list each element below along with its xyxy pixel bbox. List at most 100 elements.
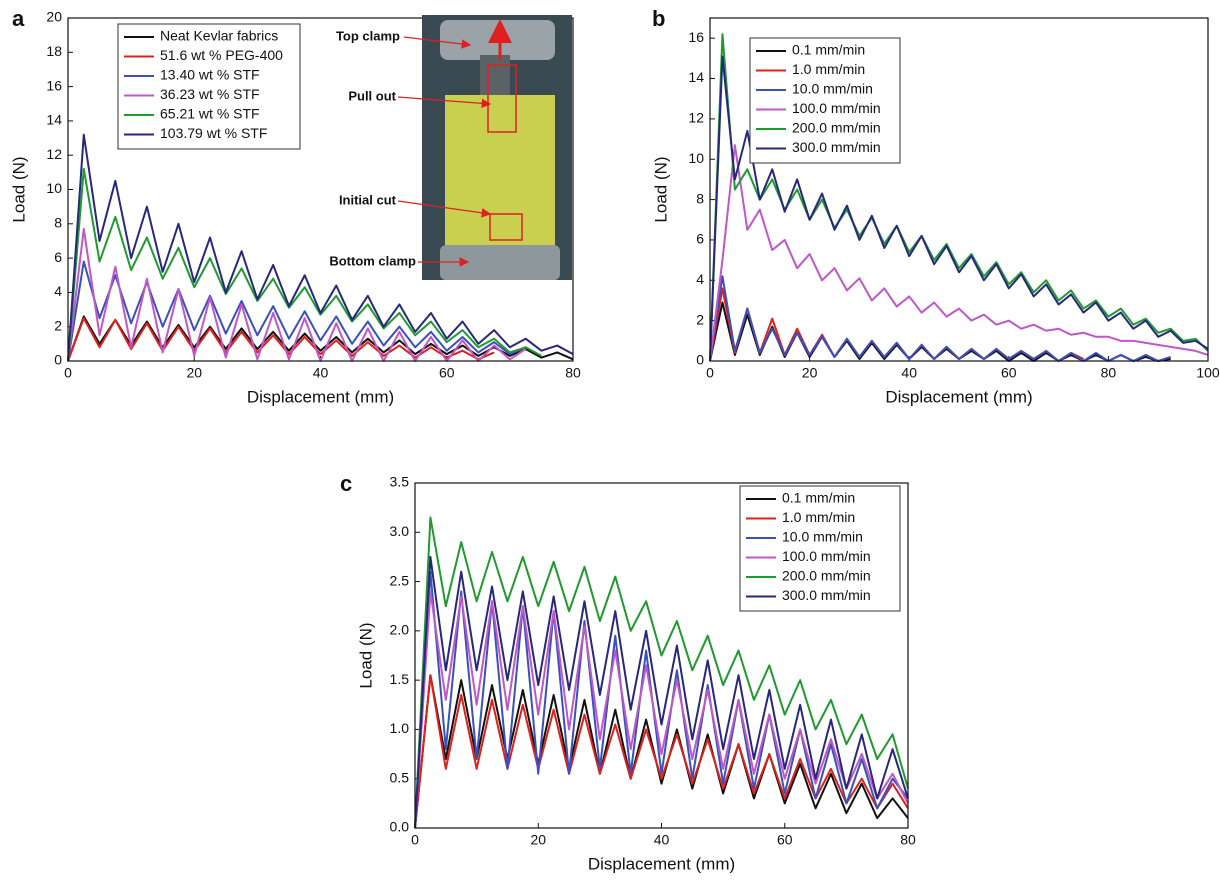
x-tick-label: 20 xyxy=(186,365,202,381)
legend-label: 1.0 mm/min xyxy=(792,61,865,77)
plot-frame xyxy=(414,482,909,829)
series-line xyxy=(414,555,909,829)
x-tick-label: 40 xyxy=(313,365,329,381)
legend-box xyxy=(749,37,901,164)
fabric xyxy=(445,95,555,245)
y-tick-label: 12 xyxy=(688,110,704,126)
legend-label: 10.0 mm/min xyxy=(782,529,863,545)
initial-cut-box xyxy=(489,213,523,241)
y-axis-title: Load (N) xyxy=(651,156,670,222)
y-tick-label: 6 xyxy=(696,231,704,247)
series-line xyxy=(414,674,909,829)
y-tick-label: 20 xyxy=(46,9,62,25)
y-tick-label: 14 xyxy=(46,112,62,128)
series-line xyxy=(709,287,1084,362)
y-axis-title: Load (N) xyxy=(356,622,375,688)
y-tick-label: 2 xyxy=(696,311,704,327)
series-line xyxy=(709,144,1209,362)
x-axis-title: Displacement (mm) xyxy=(247,387,394,406)
panel-label: c xyxy=(340,471,352,496)
y-tick-label: 3.0 xyxy=(390,523,410,539)
legend-label: 13.40 wt % STF xyxy=(160,67,260,83)
y-tick-label: 10 xyxy=(46,180,62,196)
y-tick-label: 0 xyxy=(696,352,704,368)
y-tick-label: 14 xyxy=(688,69,704,85)
y-tick-label: 2.5 xyxy=(390,572,410,588)
plot-frame xyxy=(709,17,1209,362)
x-tick-label: 60 xyxy=(439,365,455,381)
series-line xyxy=(414,570,909,829)
legend-label: 200.0 mm/min xyxy=(792,120,881,136)
y-tick-label: 4 xyxy=(696,271,704,287)
legend-label: 100.0 mm/min xyxy=(792,100,881,116)
panel-label: b xyxy=(652,6,665,31)
series-line xyxy=(414,674,909,829)
legend-label: 0.1 mm/min xyxy=(792,42,865,58)
x-tick-label: 20 xyxy=(530,832,546,848)
y-tick-label: 8 xyxy=(696,190,704,206)
y-axis-title: Load (N) xyxy=(9,156,28,222)
annotation-arrow xyxy=(403,36,472,49)
x-tick-label: 0 xyxy=(64,365,72,381)
legend-label: 1.0 mm/min xyxy=(782,509,855,525)
y-tick-label: 4 xyxy=(54,283,62,299)
legend-label: 36.23 wt % STF xyxy=(160,86,260,102)
x-tick-label: 80 xyxy=(900,832,916,848)
x-tick-label: 80 xyxy=(565,365,581,381)
series-line xyxy=(709,33,1209,362)
legend-label: 51.6 wt % PEG-400 xyxy=(160,47,283,63)
y-tick-label: 3.5 xyxy=(390,474,410,490)
x-axis-title: Displacement (mm) xyxy=(588,854,735,873)
legend-label: 0.1 mm/min xyxy=(782,490,855,506)
clamp-jaw xyxy=(480,55,510,95)
x-tick-label: 60 xyxy=(777,832,793,848)
panel-label: a xyxy=(12,6,25,31)
x-axis-title: Displacement (mm) xyxy=(885,387,1032,406)
x-tick-label: 20 xyxy=(802,365,818,381)
series-line xyxy=(67,133,574,362)
x-tick-label: 0 xyxy=(411,832,419,848)
legend-label: 103.79 wt % STF xyxy=(160,125,267,141)
x-tick-label: 100 xyxy=(1196,365,1220,381)
annotation: Top clamp xyxy=(336,28,400,43)
y-tick-label: 1.0 xyxy=(390,720,410,736)
y-tick-label: 1.5 xyxy=(390,671,410,687)
legend-label: Neat Kevlar fabrics xyxy=(160,28,278,44)
annotation: Initial cut xyxy=(339,192,397,207)
bottom-clamp xyxy=(440,245,560,280)
y-tick-label: 16 xyxy=(46,77,62,93)
annotation-arrow xyxy=(397,96,492,109)
y-tick-label: 0.5 xyxy=(390,769,410,785)
x-tick-label: 0 xyxy=(706,365,714,381)
series-line xyxy=(709,275,1171,362)
series-line xyxy=(67,167,542,362)
legend-label: 300.0 mm/min xyxy=(792,139,881,155)
series-line xyxy=(414,590,909,829)
y-tick-label: 10 xyxy=(688,150,704,166)
annotation: Bottom clamp xyxy=(329,253,416,268)
legend-label: 65.21 wt % STF xyxy=(160,106,260,122)
y-tick-label: 6 xyxy=(54,249,62,265)
y-tick-label: 0 xyxy=(54,352,62,368)
legend-box xyxy=(117,23,301,150)
y-tick-label: 0.0 xyxy=(390,819,410,835)
series-line xyxy=(414,516,909,829)
annotation: Pull out xyxy=(348,88,396,103)
y-tick-label: 2.0 xyxy=(390,622,410,638)
annotation-arrow xyxy=(397,200,492,218)
legend-label: 10.0 mm/min xyxy=(792,81,873,97)
x-tick-label: 60 xyxy=(1001,365,1017,381)
top-clamp xyxy=(440,20,555,60)
y-tick-label: 12 xyxy=(46,146,62,162)
y-tick-label: 2 xyxy=(54,317,62,333)
series-line xyxy=(67,227,527,362)
plot-frame xyxy=(67,17,574,362)
x-tick-label: 40 xyxy=(901,365,917,381)
legend-label: 300.0 mm/min xyxy=(782,587,871,603)
series-line xyxy=(67,317,495,362)
pull-out-box xyxy=(487,64,517,133)
inset-photo: Top clamp Pull out Initial cut Bottom cl… xyxy=(329,15,572,280)
y-tick-label: 16 xyxy=(688,29,704,45)
series-line xyxy=(709,55,1209,362)
